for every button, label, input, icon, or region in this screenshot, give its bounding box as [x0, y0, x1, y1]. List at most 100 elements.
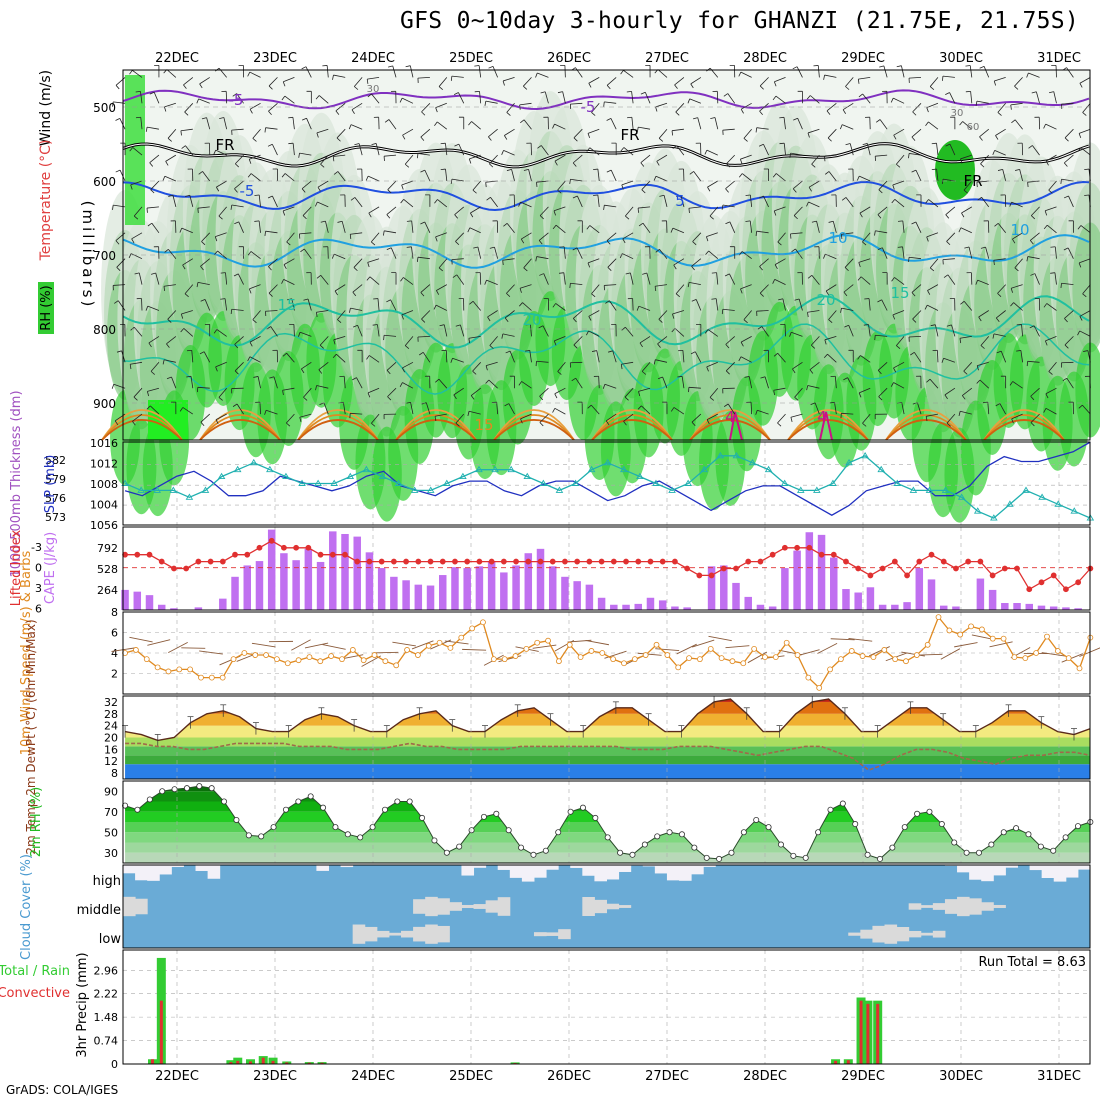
isotherm-label: 20	[522, 311, 541, 329]
wind-barb-flag	[234, 344, 239, 349]
wind-barb-flag	[857, 79, 860, 84]
wind-barb	[740, 336, 752, 343]
temp-tick: 8	[111, 767, 118, 780]
wind-barb	[150, 362, 160, 372]
wind-barb	[798, 298, 803, 311]
wind-barb	[743, 310, 752, 320]
wind-barb-flag	[1011, 418, 1014, 424]
wind-speed-marker	[718, 655, 725, 662]
wind-barb	[587, 128, 600, 134]
wind-barb	[1013, 302, 1023, 311]
day-label-bottom: 23DEC	[253, 1069, 297, 1084]
wind-barb	[470, 206, 481, 214]
wind-barb-flag	[892, 184, 895, 190]
wind-barb	[576, 247, 583, 259]
wind-barb	[858, 387, 871, 394]
temp-band	[125, 764, 1090, 779]
wind-barb	[722, 204, 735, 208]
wind-barb	[675, 284, 685, 294]
wind-barb-flag	[1028, 145, 1033, 149]
rh-legend-swatch	[38, 282, 54, 334]
wind-barb	[682, 350, 685, 363]
wind-barb	[934, 324, 939, 337]
wind-barb	[1011, 201, 1023, 208]
wind-barb-flag	[1060, 283, 1062, 289]
wind-barb	[377, 298, 380, 311]
wind-barb	[367, 175, 380, 182]
wind-barb	[759, 77, 769, 87]
wind-barb	[604, 284, 617, 286]
wind-speed-marker	[675, 664, 682, 671]
wind-barb	[610, 118, 617, 130]
wind-barb	[740, 356, 752, 363]
wind-barb	[488, 379, 498, 389]
wind-barb-flag	[721, 309, 724, 315]
wind-barb-flag	[146, 405, 151, 410]
wind-barb	[588, 310, 600, 317]
warm-isotherm-arc	[101, 419, 183, 441]
wind-barb-flag	[252, 319, 257, 324]
wind-speed-marker	[577, 654, 584, 660]
wind-barb-flag	[793, 215, 798, 220]
cape-bar	[255, 561, 264, 610]
wind-barb-flag	[230, 309, 233, 315]
wind-barb	[748, 376, 753, 389]
wind-barb-flag	[249, 341, 253, 347]
wind-barb	[807, 310, 820, 313]
wind-tick: 2	[111, 668, 118, 681]
wind-barb	[425, 402, 431, 415]
wind-barb	[811, 154, 820, 165]
wind-barb-flag	[1050, 272, 1055, 274]
wind-barb-flag	[367, 262, 370, 268]
wind-barb-flag	[316, 132, 319, 138]
wind-barb-flag	[366, 276, 371, 281]
wind-barb	[576, 195, 583, 208]
wind-barb	[896, 154, 905, 165]
cape-bar	[267, 529, 276, 610]
wind-barb	[997, 284, 1006, 294]
wind-barb-flag	[180, 313, 184, 319]
rh-shading-blob	[148, 400, 188, 440]
wind-barb	[367, 387, 380, 394]
isotherm-label: 5	[675, 192, 685, 210]
wind-barb-flag	[586, 147, 591, 152]
wind-barb	[828, 310, 837, 320]
wind-barb	[1079, 330, 1091, 337]
wind-barb-flag	[232, 403, 238, 407]
precip-conv-legend: Convective	[0, 986, 70, 1001]
wind-barb	[1068, 195, 1074, 208]
wind-barb	[817, 65, 820, 78]
wind-speed-marker	[523, 646, 530, 652]
cape-bar	[768, 606, 777, 610]
wind-barb-flag	[1045, 393, 1049, 399]
wind-barb	[180, 128, 193, 132]
wind-barb-flag	[286, 241, 291, 246]
wind-barb-flag	[759, 110, 763, 116]
warm-isotherm-arc	[493, 409, 575, 441]
wind-barb-flag	[591, 350, 597, 352]
wind-barb	[662, 376, 668, 389]
wind-barb-flag	[111, 384, 115, 389]
wind-barb	[936, 143, 939, 156]
wind-barb-flag	[353, 324, 358, 328]
wind-barb-flag	[337, 220, 343, 223]
wind-barb-flag	[535, 72, 538, 78]
wind-barb-flag	[450, 179, 453, 184]
wind-barb-flag	[553, 340, 557, 346]
lifted-index-marker	[769, 551, 776, 558]
wind-barb-flag	[254, 194, 260, 196]
day-label-top: 29DEC	[841, 51, 885, 66]
wind-barb	[911, 284, 922, 293]
wind-barb	[942, 178, 955, 182]
lifted-index-marker	[733, 565, 739, 572]
wind-barb-flag	[354, 86, 359, 90]
temp-tick: 28	[104, 708, 118, 721]
wind-barb-flag	[929, 267, 935, 272]
wind-barb-flag	[1064, 137, 1069, 142]
wind-barb	[357, 325, 363, 337]
thickness-marker	[957, 493, 966, 500]
wind-barb-flag	[199, 83, 203, 89]
wind-barb	[673, 258, 685, 266]
wind-barb-flag	[778, 298, 783, 301]
wind-barb-flag	[185, 194, 190, 197]
